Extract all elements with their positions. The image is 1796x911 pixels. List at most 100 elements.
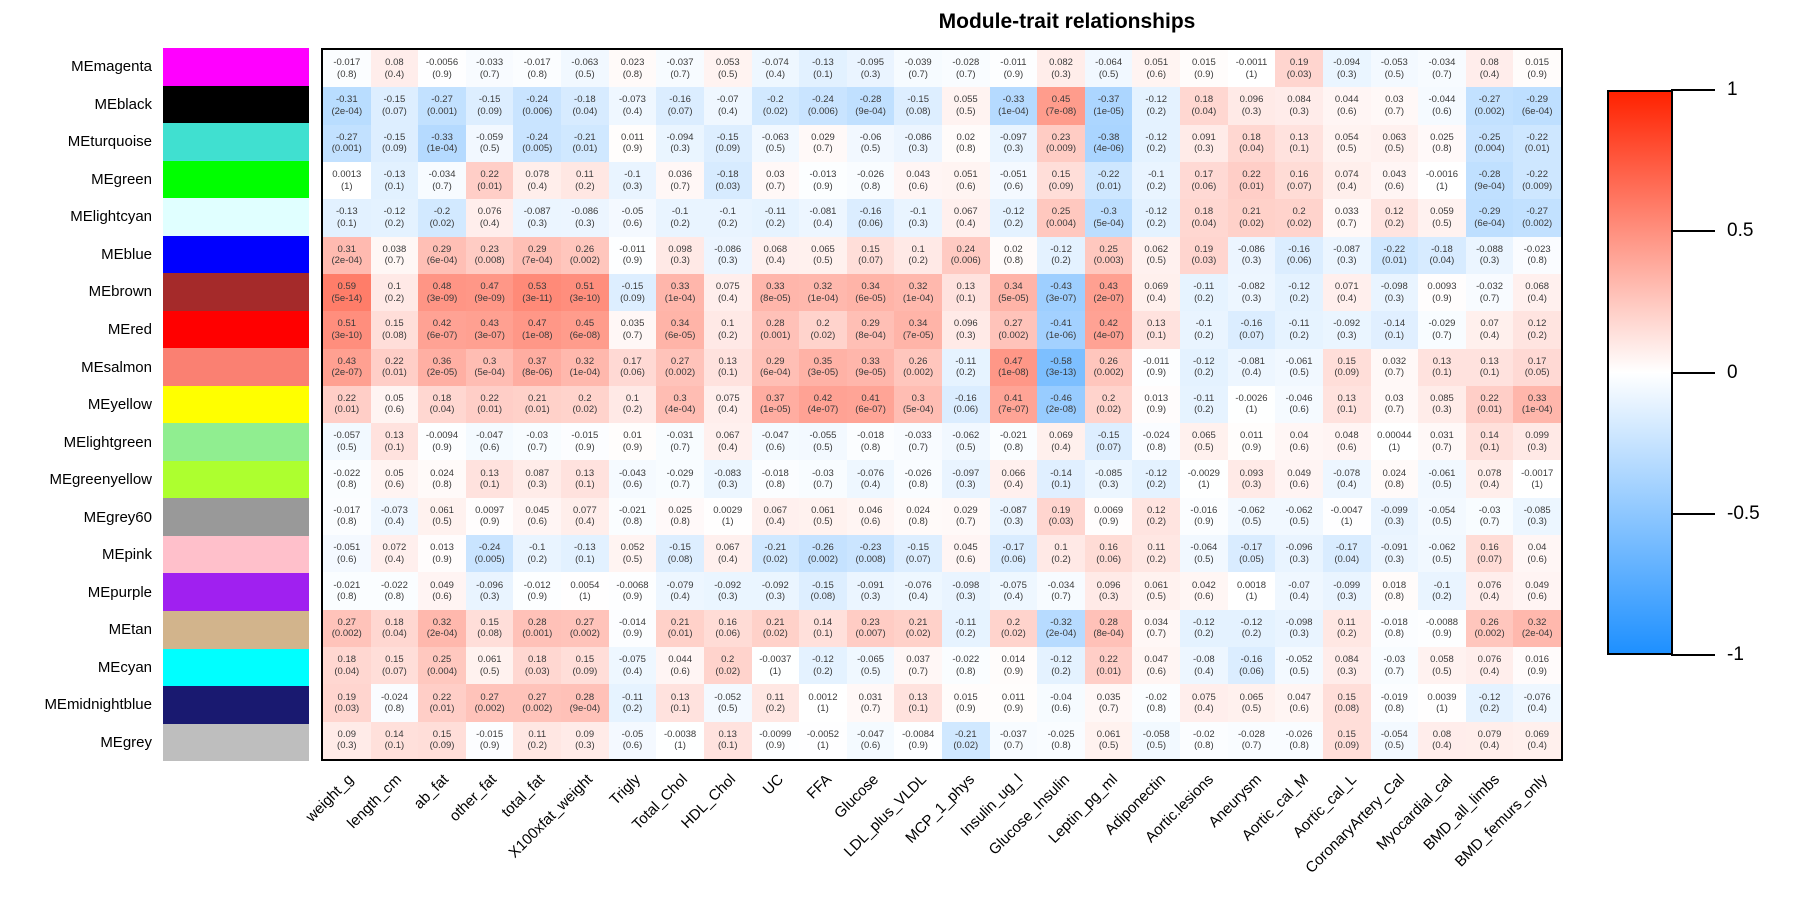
cell-pvalue: (1)	[1436, 180, 1448, 192]
heatmap-cell: -0.08 (0.4)	[1180, 647, 1228, 685]
heatmap-cell: -0.13 (0.1)	[323, 199, 371, 237]
cell-correlation: 0.08	[1432, 728, 1452, 740]
cell-pvalue: (0.1)	[479, 479, 500, 491]
cell-pvalue: (0.9)	[622, 628, 643, 640]
cell-correlation: 0.41	[861, 392, 880, 404]
heatmap-cell: 0.077 (0.4)	[561, 497, 609, 536]
cell-correlation: 0.18	[337, 654, 357, 666]
cell-correlation: -0.15	[1097, 430, 1120, 442]
heatmap-cell: 0.29 (6e-04)	[418, 236, 466, 274]
cell-correlation: 0.0018	[1236, 579, 1267, 591]
cell-pvalue: (0.02)	[810, 329, 836, 341]
cell-correlation: 0.061	[811, 504, 835, 516]
cell-correlation: 0.044	[1334, 94, 1359, 106]
heatmap-cell: -0.16 (0.06)	[846, 199, 895, 237]
cell-correlation: -0.27	[335, 131, 358, 143]
cell-pvalue: (0.2)	[1146, 553, 1167, 565]
cell-correlation: 0.049	[1287, 467, 1311, 479]
heatmap-cell: 0.15 (0.08)	[1322, 684, 1371, 722]
heatmap-cell: -0.034 (0.7)	[418, 161, 466, 200]
heatmap-cell: 0.031 (0.7)	[1418, 423, 1466, 461]
heatmap-cell: 0.17 (0.06)	[1180, 161, 1228, 200]
cell-correlation: -0.15	[621, 281, 644, 293]
heatmap-cell: 0.024 (0.8)	[418, 460, 466, 498]
heatmap-cell: -0.0029 (1)	[1180, 460, 1228, 498]
heatmap-cell: -0.03 (0.7)	[513, 423, 562, 461]
module-label: MEgrey60	[83, 508, 152, 526]
heatmap-cell: 0.024 (0.8)	[894, 497, 942, 536]
cell-pvalue: (0.5)	[1384, 143, 1405, 155]
heatmap-cell: -0.086 (0.3)	[894, 124, 942, 162]
heatmap-cell: 0.22 (0.01)	[1465, 385, 1514, 424]
cell-correlation: -0.43	[1050, 281, 1072, 293]
heatmap-cell: 0.22 (0.01)	[465, 385, 514, 424]
cell-correlation: 0.32	[1527, 616, 1547, 628]
cell-correlation: -0.012	[523, 579, 551, 591]
heatmap-cell: 0.13 (0.1)	[370, 423, 419, 461]
heatmap-cell: -0.17 (0.06)	[989, 535, 1038, 573]
cell-pvalue: (0.3)	[1289, 105, 1309, 117]
cell-pvalue: (0.09)	[572, 665, 598, 677]
cell-pvalue: (0.9)	[1146, 404, 1167, 416]
heatmap-cell: 0.13 (0.1)	[941, 273, 990, 312]
cell-correlation: 0.21	[528, 392, 547, 404]
heatmap-cell: 0.35 (3e-05)	[799, 348, 847, 386]
cell-correlation: 0.058	[1430, 654, 1454, 666]
cell-pvalue: (0.06)	[620, 367, 645, 379]
cell-pvalue: (0.9)	[1098, 516, 1119, 528]
cell-pvalue: (0.04)	[1429, 255, 1455, 267]
cell-correlation: 0.03	[766, 169, 785, 181]
heatmap-cell: -0.079 (0.4)	[656, 572, 704, 610]
heatmap-cell: 0.32 (1e-04)	[894, 273, 942, 312]
cell-correlation: 0.59	[337, 281, 357, 293]
cell-correlation: 0.025	[668, 504, 692, 516]
heatmap-cell: -0.028 (0.7)	[941, 50, 990, 88]
cell-pvalue: (5e-14)	[331, 292, 363, 304]
cell-correlation: 0.067	[763, 504, 788, 516]
colorbar-tick-label: -0.5	[1727, 502, 1760, 524]
heatmap-cell: -0.12 (0.2)	[1132, 87, 1181, 125]
heatmap-cell: -0.046 (0.6)	[1275, 385, 1323, 424]
heatmap-cell: 0.0029 (1)	[703, 497, 752, 536]
heatmap-cell: -0.076 (0.4)	[846, 460, 895, 498]
cell-pvalue: (0.01)	[1239, 180, 1264, 192]
cell-pvalue: (1)	[721, 516, 734, 528]
cell-pvalue: (0.3)	[337, 740, 357, 752]
cell-pvalue: (0.03)	[1048, 516, 1074, 528]
cell-correlation: -0.11	[1288, 318, 1310, 330]
heatmap-cell: -0.11 (0.2)	[1180, 273, 1228, 312]
cell-pvalue: (0.3)	[1241, 479, 1262, 491]
heatmap-cell: -0.092 (0.3)	[751, 572, 800, 610]
cell-correlation: 0.3	[673, 392, 687, 404]
cell-correlation: -0.13	[574, 542, 596, 554]
cell-pvalue: (0.3)	[908, 143, 928, 155]
heatmap-cell: -0.057 (0.5)	[323, 423, 371, 461]
cell-correlation: -0.16	[669, 94, 691, 106]
cell-correlation: -0.013	[809, 169, 837, 181]
heatmap-cell: -0.026 (0.8)	[1275, 721, 1323, 759]
cell-pvalue: (3e-10)	[569, 292, 601, 304]
module-label: MEred	[107, 320, 152, 338]
cell-pvalue: (1e-04)	[664, 292, 696, 304]
module-label: MEmidnightblue	[44, 696, 152, 714]
heatmap-cell: 0.42 (4e-07)	[1084, 311, 1133, 349]
heatmap-cell: 0.091 (0.3)	[1180, 124, 1228, 162]
cell-pvalue: (0.3)	[1336, 591, 1357, 603]
heatmap-cell: 0.067 (0.4)	[703, 535, 752, 573]
cell-pvalue: (0.6)	[1527, 553, 1547, 565]
cell-pvalue: (0.1)	[813, 68, 833, 80]
cell-pvalue: (0.7)	[956, 68, 976, 80]
cell-correlation: 0.2	[1102, 392, 1116, 404]
cell-pvalue: (0.02)	[429, 217, 455, 229]
cell-pvalue: (0.002)	[998, 329, 1029, 341]
cell-pvalue: (0.6)	[337, 553, 357, 565]
cell-pvalue: (0.9)	[1527, 68, 1547, 80]
cell-correlation: -0.085	[1523, 504, 1551, 516]
cell-correlation: -0.05	[621, 728, 644, 740]
cell-correlation: 0.31	[337, 243, 357, 255]
cell-correlation: -0.052	[714, 691, 742, 703]
heatmap-cell: -0.025 (0.8)	[1037, 721, 1085, 759]
heatmap-cell: 0.34 (6e-05)	[846, 273, 895, 312]
cell-pvalue: (8e-05)	[760, 292, 791, 304]
heatmap-cell: 0.18 (0.04)	[1227, 124, 1276, 162]
